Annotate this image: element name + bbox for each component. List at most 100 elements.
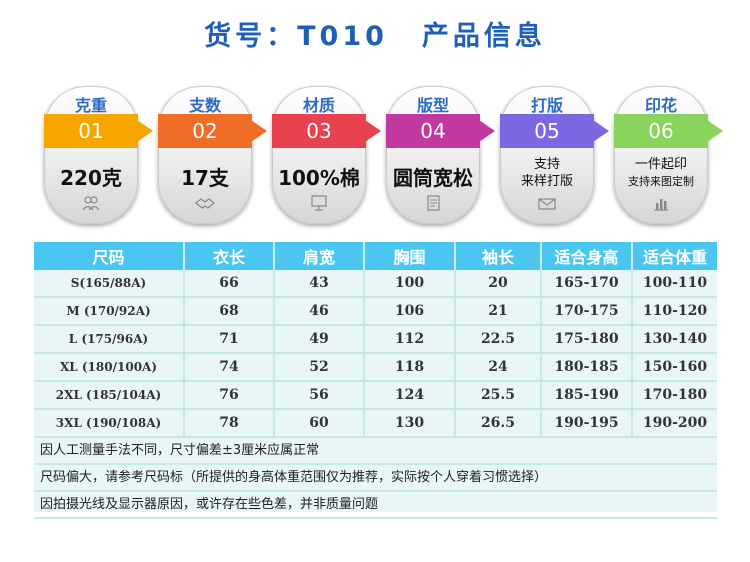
feature-card: 材质 03 100%棉 (272, 86, 381, 224)
measure-cell: 20 (455, 270, 542, 298)
note-line: 尺码偏大，请参考尺码标（所提供的身高体重范围仅为推荐，实际按个人穿着习惯选择） (34, 465, 717, 492)
measure-cell: 190-195 (541, 409, 633, 438)
card-label: 支数 (188, 96, 221, 115)
mail-icon (537, 195, 557, 211)
arrow-icon (479, 120, 495, 142)
note-line: 因拍摄光线及显示器原因，或许存在些色差，并非质量问题 (34, 492, 717, 519)
card-index: 04 (386, 114, 480, 148)
arrow-icon (137, 120, 153, 142)
table-row: 3XL (190/108A) 78 60 130 26.5 190-195 190-200 (34, 409, 717, 438)
card-value-line: 支持 (533, 157, 560, 172)
measure-cell: 25.5 (455, 381, 542, 410)
card-label: 克重 (74, 96, 107, 115)
measure-cell: 78 (184, 409, 275, 438)
card-index: 05 (500, 114, 594, 148)
card-index: 03 (272, 114, 366, 148)
handshake-icon (195, 195, 215, 211)
card-value: 圆筒宽松 (393, 166, 473, 190)
chart-icon (651, 195, 671, 211)
card-value-line: 支持来图定制 (628, 175, 694, 188)
feature-card: 版型 04 圆筒宽松 (386, 86, 495, 224)
card-value: 17支 (181, 166, 229, 190)
table-header-row: 尺码 衣长 肩宽 胸围 袖长 适合身高 适合体重 (34, 242, 717, 270)
people-icon (81, 195, 101, 211)
measure-cell: 165-170 (541, 270, 633, 298)
size-chart: 尺码 衣长 肩宽 胸围 袖长 适合身高 适合体重 S(165/88A) 66 43 100 20 16… (34, 242, 717, 519)
card-label: 打版 (530, 96, 563, 115)
size-cell: L (175/96A) (34, 325, 185, 354)
card-label: 版型 (416, 96, 449, 115)
measure-cell: 26.5 (455, 409, 542, 438)
feature-card: 印花 06 一件起印支持来图定制 (614, 86, 723, 224)
measure-cell: 170-175 (541, 297, 633, 326)
measure-cell: 74 (184, 353, 275, 382)
size-cell: S(165/88A) (34, 270, 185, 298)
measure-cell: 66 (184, 270, 275, 298)
card-value-line: 一件起印 (634, 157, 687, 172)
column-header: 肩宽 (274, 242, 365, 270)
arrow-icon (365, 120, 381, 142)
size-cell: XL (180/100A) (34, 353, 185, 382)
column-header: 袖长 (455, 242, 542, 270)
size-cell: 2XL (185/104A) (34, 381, 185, 410)
measure-cell: 24 (455, 353, 542, 382)
measure-cell: 185-190 (541, 381, 633, 410)
feature-cards: 克重 01 220克 支数 02 17支 材质 03 100%棉 版型 04 圆筒宽松 打版 05 支持来样… (44, 86, 724, 224)
measure-cell: 130 (364, 409, 456, 438)
measure-cell: 49 (274, 325, 365, 354)
measure-cell: 124 (364, 381, 456, 410)
feature-card: 支数 02 17支 (158, 86, 267, 224)
measure-cell: 106 (364, 297, 456, 326)
measure-cell: 100 (364, 270, 456, 298)
card-index: 06 (614, 114, 708, 148)
card-value: 一件起印支持来图定制 (614, 156, 708, 190)
card-background (272, 86, 366, 224)
card-value-line: 来样打版 (520, 174, 573, 189)
card-value: 220克 (60, 166, 122, 190)
note-line: 因人工测量手法不同，尺寸偏差±3厘米应属正常 (34, 438, 717, 465)
arrow-icon (251, 120, 267, 142)
column-header: 适合体重 (632, 242, 717, 270)
card-label: 材质 (302, 96, 335, 115)
measure-cell: 52 (274, 353, 365, 382)
measure-cell: 130-140 (632, 325, 717, 354)
column-header: 适合身高 (541, 242, 633, 270)
document-icon (423, 195, 443, 211)
measure-cell: 60 (274, 409, 365, 438)
measure-cell: 150-160 (632, 353, 717, 382)
card-index: 01 (44, 114, 138, 148)
measure-cell: 22.5 (455, 325, 542, 354)
column-header: 衣长 (184, 242, 275, 270)
size-cell: 3XL (190/108A) (34, 409, 185, 438)
arrow-icon (593, 120, 609, 142)
card-background (386, 86, 480, 224)
table-row: XL (180/100A) 74 52 118 24 180-185 150-160 (34, 353, 717, 382)
card-background (500, 86, 594, 224)
card-value: 100%棉 (278, 166, 360, 190)
arrow-icon (707, 120, 723, 142)
measure-cell: 68 (184, 297, 275, 326)
measure-cell: 76 (184, 381, 275, 410)
measure-cell: 21 (455, 297, 542, 326)
table-row: M (170/92A) 68 46 106 21 170-175 110-120 (34, 297, 717, 326)
size-table: 尺码 衣长 肩宽 胸围 袖长 适合身高 适合体重 S(165/88A) 66 43 100 20 16… (34, 242, 717, 438)
column-header: 尺码 (34, 242, 185, 270)
measure-cell: 180-185 (541, 353, 633, 382)
size-cell: M (170/92A) (34, 297, 185, 326)
measure-cell: 175-180 (541, 325, 633, 354)
measure-cell: 56 (274, 381, 365, 410)
table-row: L (175/96A) 71 49 112 22.5 175-180 130-140 (34, 325, 717, 354)
page-title: 货号：T010 产品信息 (0, 14, 750, 53)
measure-cell: 112 (364, 325, 456, 354)
card-index: 02 (158, 114, 252, 148)
item-number: 货号：T010 (204, 21, 388, 52)
measure-cell: 110-120 (632, 297, 717, 326)
card-background (158, 86, 252, 224)
feature-card: 打版 05 支持来样打版 (500, 86, 609, 224)
measure-cell: 100-110 (632, 270, 717, 298)
measure-cell: 43 (274, 270, 365, 298)
section-title: 产品信息 (421, 21, 546, 52)
table-row: S(165/88A) 66 43 100 20 165-170 100-110 (34, 270, 717, 298)
card-label: 印花 (644, 96, 677, 115)
measure-cell: 118 (364, 353, 456, 382)
